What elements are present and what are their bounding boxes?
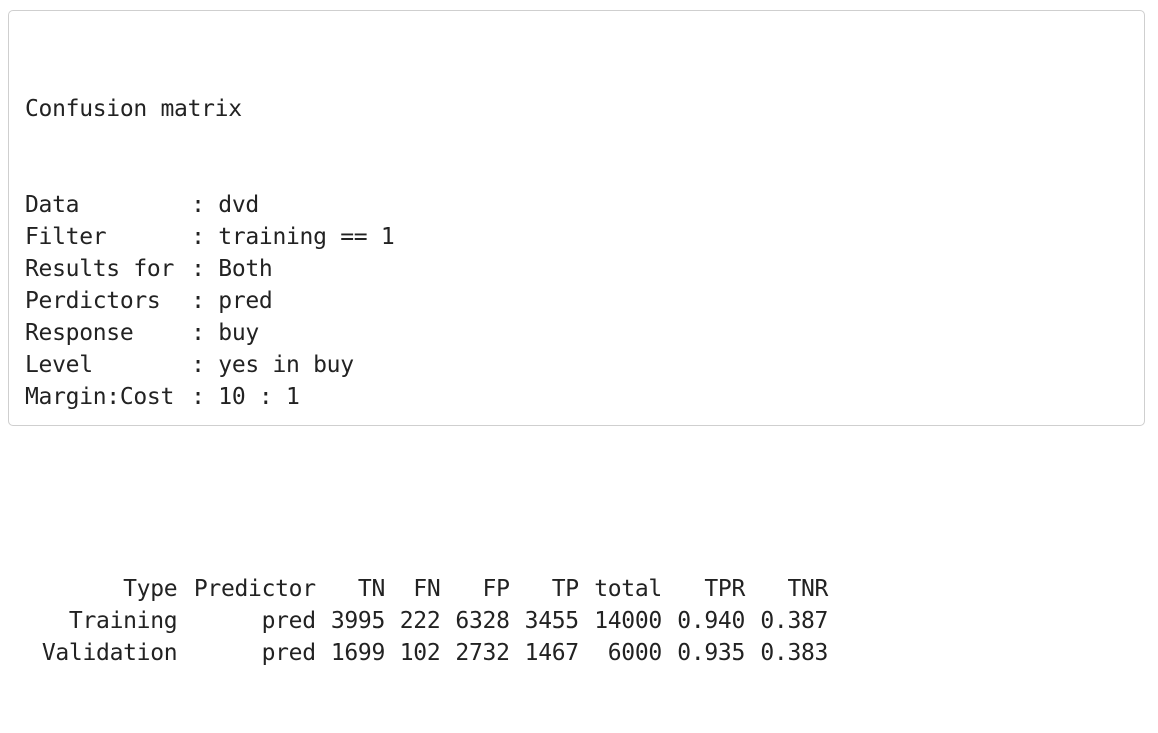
confusion-matrix-output: Confusion matrix Data: dvd Filter: traini… <box>25 29 828 733</box>
table-cell: Training <box>68 608 178 634</box>
meta-line: Results for: Both <box>25 253 828 285</box>
meta-separator: : <box>191 384 219 410</box>
table-cell: 0.387 <box>760 608 829 634</box>
meta-label: Filter <box>25 224 107 250</box>
meta-value: pred <box>218 288 273 314</box>
table-cell: 3455 <box>524 608 580 634</box>
meta-label: Data <box>25 192 80 218</box>
table-cell: 222 <box>399 608 441 634</box>
column-header: TN <box>357 576 386 602</box>
table-cell: 1699 <box>330 640 386 666</box>
meta-separator: : <box>191 320 219 346</box>
table-cell: pred <box>261 640 317 666</box>
meta-line: Level: yes in buy <box>25 349 828 381</box>
meta-value: buy <box>218 320 259 346</box>
results-table: Type Predictor TN FN FP TP total TPR TNR Training… <box>25 573 829 669</box>
meta-label: Results for <box>25 256 175 282</box>
meta-value: 10 : 1 <box>218 384 300 410</box>
table-row: Validation pred 1699 102 2732 1467 6000 0.935 0.… <box>25 637 829 669</box>
meta-label: Response <box>25 320 134 346</box>
table-cell: 6000 <box>607 640 663 666</box>
column-header: TPR <box>704 576 746 602</box>
column-header: Predictor <box>193 576 316 602</box>
table-cell: 0.940 <box>677 608 746 634</box>
meta-line: Response: buy <box>25 317 828 349</box>
column-header: total <box>594 576 662 602</box>
meta-value: yes in buy <box>218 352 354 378</box>
table-cell: 102 <box>399 640 441 666</box>
meta-value: training == 1 <box>218 224 395 250</box>
meta-line: Margin:Cost: 10 : 1 <box>25 381 828 413</box>
column-header: TP <box>551 576 579 602</box>
column-header: TNR <box>787 576 829 602</box>
meta-separator: : <box>191 288 219 314</box>
meta-label: Perdictors <box>25 288 161 314</box>
table-cell: 14000 <box>594 608 662 634</box>
table-cell: 1467 <box>524 640 580 666</box>
table-cell: pred <box>261 608 317 634</box>
table-cell: 6328 <box>455 608 510 634</box>
meta-label: Level <box>25 352 93 378</box>
output-panel: Confusion matrix Data: dvd Filter: traini… <box>8 10 1145 666</box>
meta-label: Margin:Cost <box>25 384 175 410</box>
column-header: FN <box>413 576 441 602</box>
output-title: Confusion matrix <box>25 96 242 122</box>
meta-separator: : <box>191 224 219 250</box>
meta-line: Filter: training == 1 <box>25 221 828 253</box>
meta-separator: : <box>191 192 219 218</box>
table-row: Training pred 3995 222 6328 3455 14000 0.940 0.3… <box>25 605 828 637</box>
meta-line: Perdictors: pred <box>25 285 828 317</box>
table-cell: Validation <box>41 640 178 666</box>
meta-separator: : <box>191 352 219 378</box>
table-header: Type Predictor TN FN FP TP total TPR TNR <box>25 573 828 605</box>
table-cell: 0.383 <box>760 640 829 666</box>
meta-separator: : <box>191 256 219 282</box>
meta-value: Both <box>218 256 273 282</box>
table-cell: 0.935 <box>677 640 746 666</box>
meta-line: Data: dvd <box>25 189 828 221</box>
table-cell: 3995 <box>330 608 386 634</box>
column-header: Type <box>123 576 178 602</box>
column-header: FP <box>482 576 510 602</box>
meta-value: dvd <box>218 192 259 218</box>
table-cell: 2732 <box>455 640 510 666</box>
